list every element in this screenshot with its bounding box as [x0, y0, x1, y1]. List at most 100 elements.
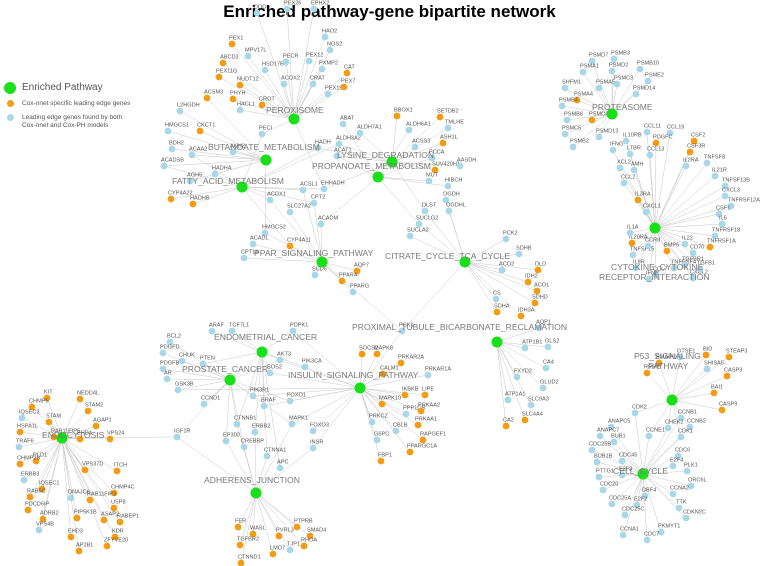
- edge-pdpk1-insulin: [292, 330, 361, 389]
- gene-dot: [76, 395, 84, 403]
- edge-cdc6-cellcycle: [642, 455, 679, 475]
- gene-dot: [609, 146, 617, 154]
- gene-dot: [196, 127, 204, 135]
- gene-dot: [419, 436, 427, 444]
- pathway-label: ENDOMETRIAL_CANCER: [214, 332, 317, 342]
- edge-pik3r1-insulin: [252, 387, 361, 397]
- edge-bub1b-cellcycle: [596, 461, 644, 475]
- gene-label: CXCL3: [722, 188, 740, 194]
- legend-both-label-2: Cox-nnet and Cox-PH models: [22, 122, 109, 129]
- gene-label: SUV420H1: [432, 162, 460, 168]
- gene-dot: [629, 251, 637, 259]
- gene-node-l2hgdh: L2HGDH: [176, 103, 200, 115]
- edge-lipe-insulin: [359, 387, 426, 396]
- legend-both: Leading edge genes found by both Cox-nne…: [2, 114, 137, 130]
- gene-dot: [266, 369, 274, 377]
- gene-node-gtse1: GTSE1: [676, 349, 695, 361]
- gene-label: GLUD2: [540, 380, 559, 386]
- edge-ehhadh-peroxisome: [293, 118, 325, 190]
- gene-node-nos2: NOS2: [326, 42, 342, 54]
- gene-label: INSR: [310, 440, 323, 446]
- gene-dot: [258, 130, 266, 138]
- gene-dot: [415, 220, 423, 228]
- gene-label: PRKAR1A: [425, 367, 451, 373]
- gene-node-acadm: ACADM: [317, 216, 339, 228]
- gene-label: EPHX2: [311, 1, 329, 7]
- pathway-dot: [256, 346, 268, 358]
- gene-dot: [527, 401, 535, 409]
- gene-dot: [645, 275, 653, 283]
- gene-dot: [178, 357, 186, 365]
- edge-agh5-butanoate: [189, 159, 267, 182]
- gene-node-e2f4: E2F4: [669, 458, 683, 470]
- edge-suclg2-propanoate: [377, 176, 420, 225]
- gene-label: HSPA1L: [17, 424, 38, 430]
- gene-label: BUB1B: [594, 454, 613, 460]
- edge-acox1-ppar: [269, 199, 323, 263]
- gene-node-psmd13: PSMD13: [595, 129, 618, 141]
- edge-hadh-lysine: [317, 147, 393, 163]
- pathway-label: P53_SIGNALING PATHWAY: [634, 351, 701, 371]
- gene-dot: [727, 202, 735, 210]
- gene-dot: [339, 120, 347, 128]
- gene-node-pxmp2: PXMP2: [318, 61, 338, 73]
- gene-dot: [619, 531, 627, 539]
- gene-label: CDC25B: [589, 442, 611, 448]
- edge-tnfsf8-cytokine: [654, 162, 708, 229]
- gene-dot: [657, 528, 665, 536]
- edge-il22-cytokine: [654, 227, 686, 245]
- gene-label: CKCT1: [197, 123, 215, 129]
- gene-node-psmb4: PSMB4: [558, 98, 578, 110]
- gene-node-pik3ca: PIK3CA: [301, 359, 322, 371]
- edge-psmb10-proteasome: [611, 68, 641, 115]
- gene-dot: [421, 391, 429, 399]
- gene-dot: [588, 446, 596, 454]
- pathway-label: ADHERENS_JUNCTION: [204, 475, 300, 485]
- gene-dot: [43, 394, 51, 402]
- gene-label: EHHADH: [321, 181, 345, 187]
- gene-label: CCR8: [645, 238, 660, 244]
- gene-dot: [35, 526, 43, 534]
- gene-label: IKBKB: [402, 387, 419, 393]
- gene-node-insr: INSR: [309, 440, 323, 452]
- gene-label: CCL2: [621, 175, 635, 181]
- gene-dot: [531, 299, 539, 307]
- gene-label: TRAF6: [16, 439, 34, 445]
- gene-node-dnajc6: DNAJC6: [67, 490, 90, 502]
- edge-ckct1-butanoate: [199, 130, 267, 161]
- legend-cox-label: Cox-nnet specific leading edge genes: [22, 100, 131, 107]
- gene-dot: [677, 433, 685, 441]
- gene-label: CSF3R: [687, 144, 705, 150]
- gene-node-ca4: CA4: [542, 360, 554, 372]
- gene-dot: [411, 143, 419, 151]
- gene-dot: [318, 65, 326, 73]
- gene-dot: [249, 392, 257, 400]
- gene-dot: [643, 369, 651, 377]
- gene-dot: [498, 266, 506, 274]
- gene-label: CHUK: [179, 353, 195, 359]
- edge-anapc5-cellcycle: [610, 426, 644, 475]
- pathway-label: INSULIN_SIGNALING_PATHWAY: [288, 370, 419, 380]
- gene-node-phyh: PHYH: [229, 91, 246, 103]
- gene-node-sdha: SDHA: [493, 304, 510, 316]
- gene-dot: [670, 264, 678, 272]
- gene-node-ptprb: PTPRB: [293, 519, 313, 531]
- gene-label: SMAD4: [307, 528, 326, 534]
- gene-dot: [188, 151, 196, 159]
- gene-node-rhoa: RHOA: [300, 538, 317, 550]
- edge-ccnb1-cellcycle: [642, 417, 682, 475]
- gene-dot: [261, 229, 269, 237]
- gene-dot: [686, 423, 694, 431]
- gene-node-ddo: DDO: [253, 5, 267, 17]
- gene-node-ccr8: CCR8: [644, 238, 660, 250]
- gene-label: ORC6L: [688, 478, 707, 484]
- gene-label: AGH5: [187, 173, 202, 179]
- gene-label: OGDH: [443, 192, 460, 198]
- gene-node-csf3r: CSF3R: [686, 144, 705, 156]
- edge-tnfrsf18-cytokine: [654, 227, 716, 237]
- gene-label: HIBCH: [445, 178, 462, 184]
- edge-mpv17l-peroxisome: [247, 55, 295, 120]
- gene-dot: [401, 391, 409, 399]
- gene-label: PDGFD: [160, 345, 180, 351]
